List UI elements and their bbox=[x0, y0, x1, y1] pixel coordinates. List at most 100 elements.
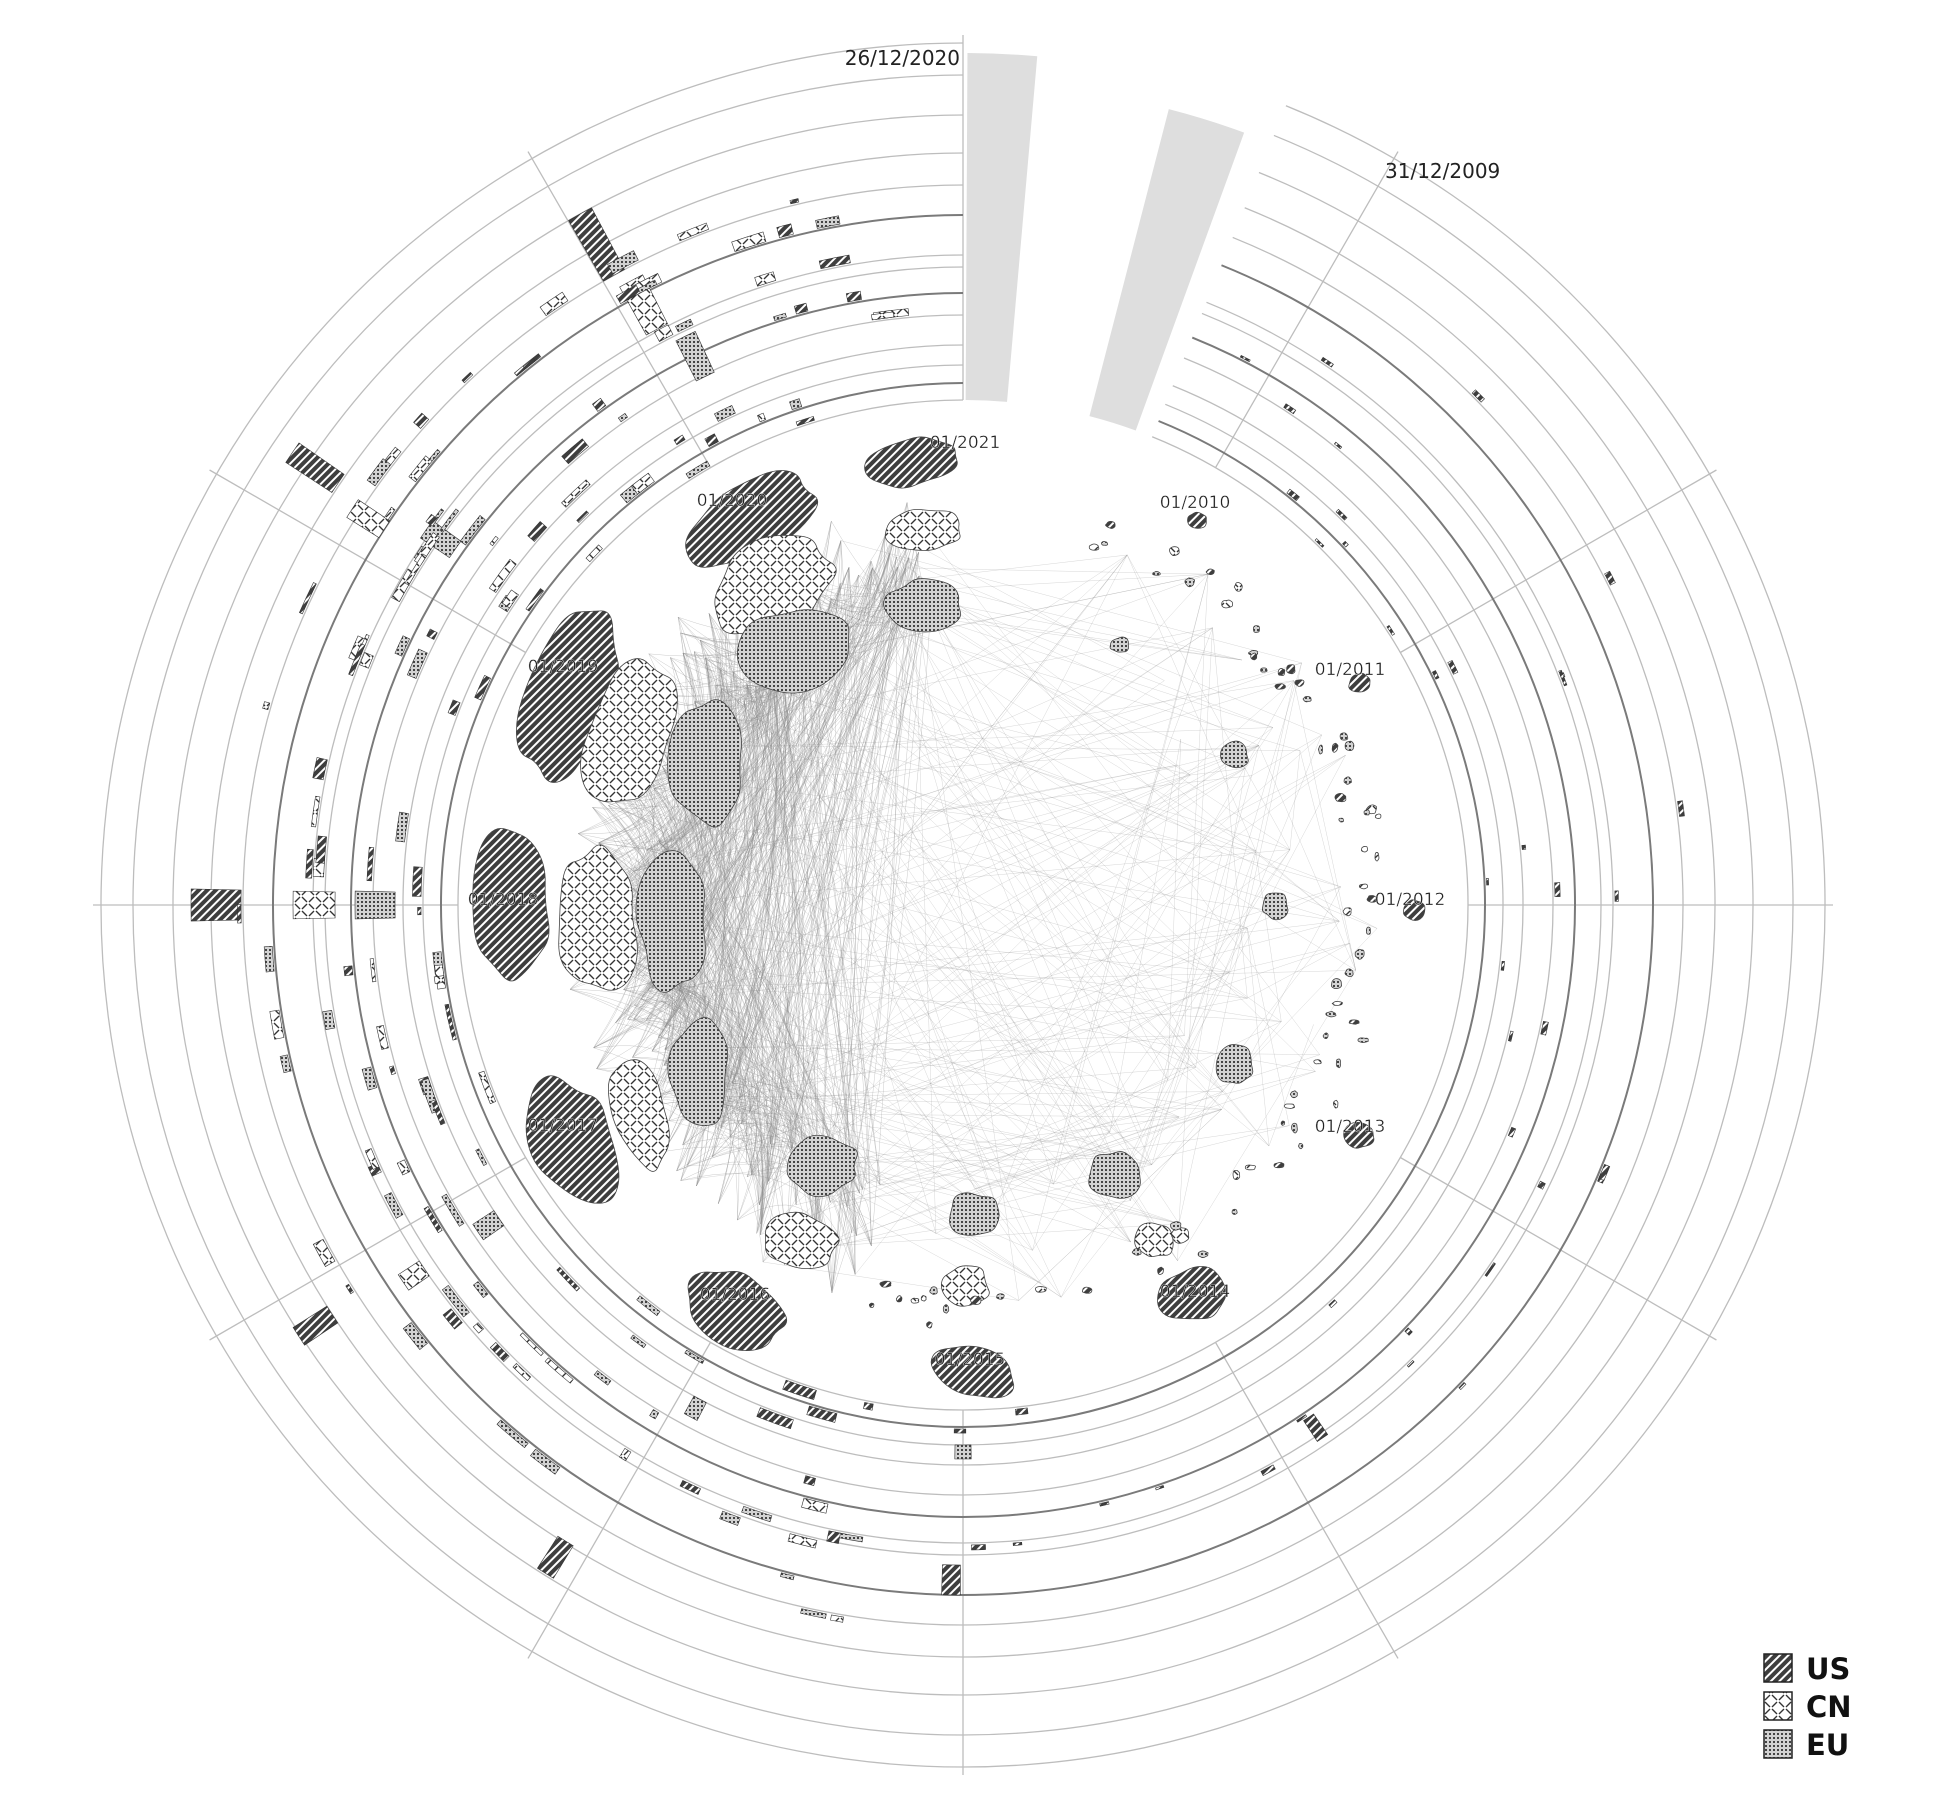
edge-line bbox=[765, 653, 856, 1275]
edge-line bbox=[721, 684, 765, 715]
cluster-speck bbox=[895, 1295, 903, 1303]
bar-strip bbox=[447, 699, 461, 716]
edge-line bbox=[627, 627, 1213, 1020]
cluster-speck bbox=[1250, 652, 1258, 661]
edge-line bbox=[945, 1067, 1196, 1189]
cluster-cn bbox=[1171, 1227, 1190, 1244]
edge-line bbox=[749, 567, 873, 1113]
edge-line bbox=[974, 1091, 1223, 1190]
cluster-us bbox=[864, 436, 958, 489]
edge-line bbox=[687, 997, 1248, 1107]
bar-strip bbox=[653, 324, 674, 342]
edge-line bbox=[766, 554, 1128, 598]
edge-line bbox=[647, 990, 1180, 1118]
edge-line bbox=[1268, 1024, 1314, 1147]
bar-strip bbox=[803, 1475, 816, 1486]
spoke-line bbox=[209, 1156, 526, 1341]
edge-line bbox=[751, 567, 873, 1176]
edge-line bbox=[1141, 1109, 1222, 1131]
legend-swatch-us bbox=[1763, 1653, 1793, 1683]
bar-strip bbox=[312, 757, 328, 781]
edge-line bbox=[712, 1110, 748, 1157]
bar-strip bbox=[782, 1379, 817, 1401]
bar-strip bbox=[539, 291, 569, 316]
edge-line bbox=[896, 556, 1322, 736]
edge-line bbox=[996, 627, 1213, 1208]
cluster-speck bbox=[1274, 683, 1286, 690]
bar-strip bbox=[544, 1357, 574, 1384]
edge-line bbox=[768, 1146, 793, 1182]
edge-line bbox=[1178, 627, 1213, 1224]
edge-line bbox=[674, 663, 798, 867]
legend-item-eu: EU bbox=[1763, 1728, 1849, 1762]
edge-line bbox=[684, 778, 1256, 851]
edge-line bbox=[632, 680, 1165, 1058]
edge-line bbox=[831, 622, 857, 1293]
cluster-eu bbox=[736, 609, 850, 694]
bar-strip bbox=[345, 1283, 354, 1295]
cluster-cn bbox=[1134, 1222, 1174, 1258]
edge-line bbox=[788, 598, 1131, 1243]
bar-strip bbox=[501, 589, 519, 609]
bar-strip bbox=[417, 907, 422, 916]
bar-strip bbox=[489, 535, 499, 547]
spoke-line bbox=[1214, 151, 1399, 468]
edge-line bbox=[687, 556, 897, 1166]
edge-line bbox=[703, 554, 1128, 1092]
edge-line bbox=[677, 617, 717, 672]
bar-strip bbox=[871, 311, 895, 321]
edge-line bbox=[862, 593, 933, 1190]
edge-line bbox=[664, 1035, 1185, 1050]
edge-line bbox=[996, 680, 1294, 1208]
edge-line bbox=[708, 613, 764, 1175]
edge-line bbox=[819, 533, 896, 612]
edge-line bbox=[680, 1116, 1180, 1181]
bar-strip bbox=[845, 290, 862, 303]
edge-line bbox=[767, 609, 1378, 929]
edge-line bbox=[712, 557, 910, 1157]
cluster-eu bbox=[1109, 636, 1129, 653]
cluster-speck bbox=[1081, 1286, 1093, 1294]
edge-line bbox=[962, 1109, 1222, 1194]
edge-line bbox=[687, 1046, 1320, 1056]
edge-line bbox=[751, 602, 917, 1176]
edge-line bbox=[806, 573, 1209, 598]
edge-line bbox=[593, 617, 688, 1048]
spoke-line bbox=[1400, 1156, 1717, 1341]
edge-line bbox=[674, 567, 873, 867]
year-label: 01/2017 bbox=[528, 1116, 599, 1136]
edge-line bbox=[788, 597, 1301, 751]
bar-strip bbox=[1314, 538, 1325, 548]
year-label: 01/2014 bbox=[1160, 1282, 1231, 1302]
edge-line bbox=[665, 1063, 1132, 1159]
bar-strip bbox=[801, 1497, 829, 1514]
edge-line bbox=[905, 567, 1209, 575]
concentric-rings bbox=[100, 42, 1826, 1768]
edge-line bbox=[919, 521, 1320, 1055]
edge-line bbox=[674, 627, 1213, 867]
edge-line bbox=[872, 567, 1132, 1158]
edge-line bbox=[658, 552, 919, 1038]
edge-line bbox=[631, 775, 1252, 844]
cluster-speck bbox=[1286, 664, 1296, 675]
edge-line bbox=[645, 1083, 745, 1125]
bar-strip bbox=[1283, 403, 1297, 415]
bar-strip bbox=[459, 514, 486, 546]
edge-line bbox=[847, 561, 876, 638]
spoke-line bbox=[527, 1342, 712, 1659]
edge-line bbox=[596, 797, 669, 851]
edge-line bbox=[717, 1113, 1180, 1118]
edge-line bbox=[687, 593, 927, 1107]
edge-line bbox=[615, 567, 850, 803]
edge-line bbox=[604, 911, 1282, 1022]
year-label: 01/2013 bbox=[1315, 1117, 1386, 1137]
edge-line bbox=[1032, 574, 1209, 1251]
ring-arc bbox=[422, 364, 1504, 1446]
cluster-speck bbox=[879, 1280, 892, 1288]
bar-strip bbox=[376, 1025, 389, 1050]
cluster-speck bbox=[1366, 895, 1377, 903]
edge-line bbox=[1167, 928, 1248, 1080]
cluster-eu bbox=[667, 1017, 729, 1127]
bar-strip bbox=[754, 271, 777, 287]
cluster-speck bbox=[1169, 546, 1180, 557]
